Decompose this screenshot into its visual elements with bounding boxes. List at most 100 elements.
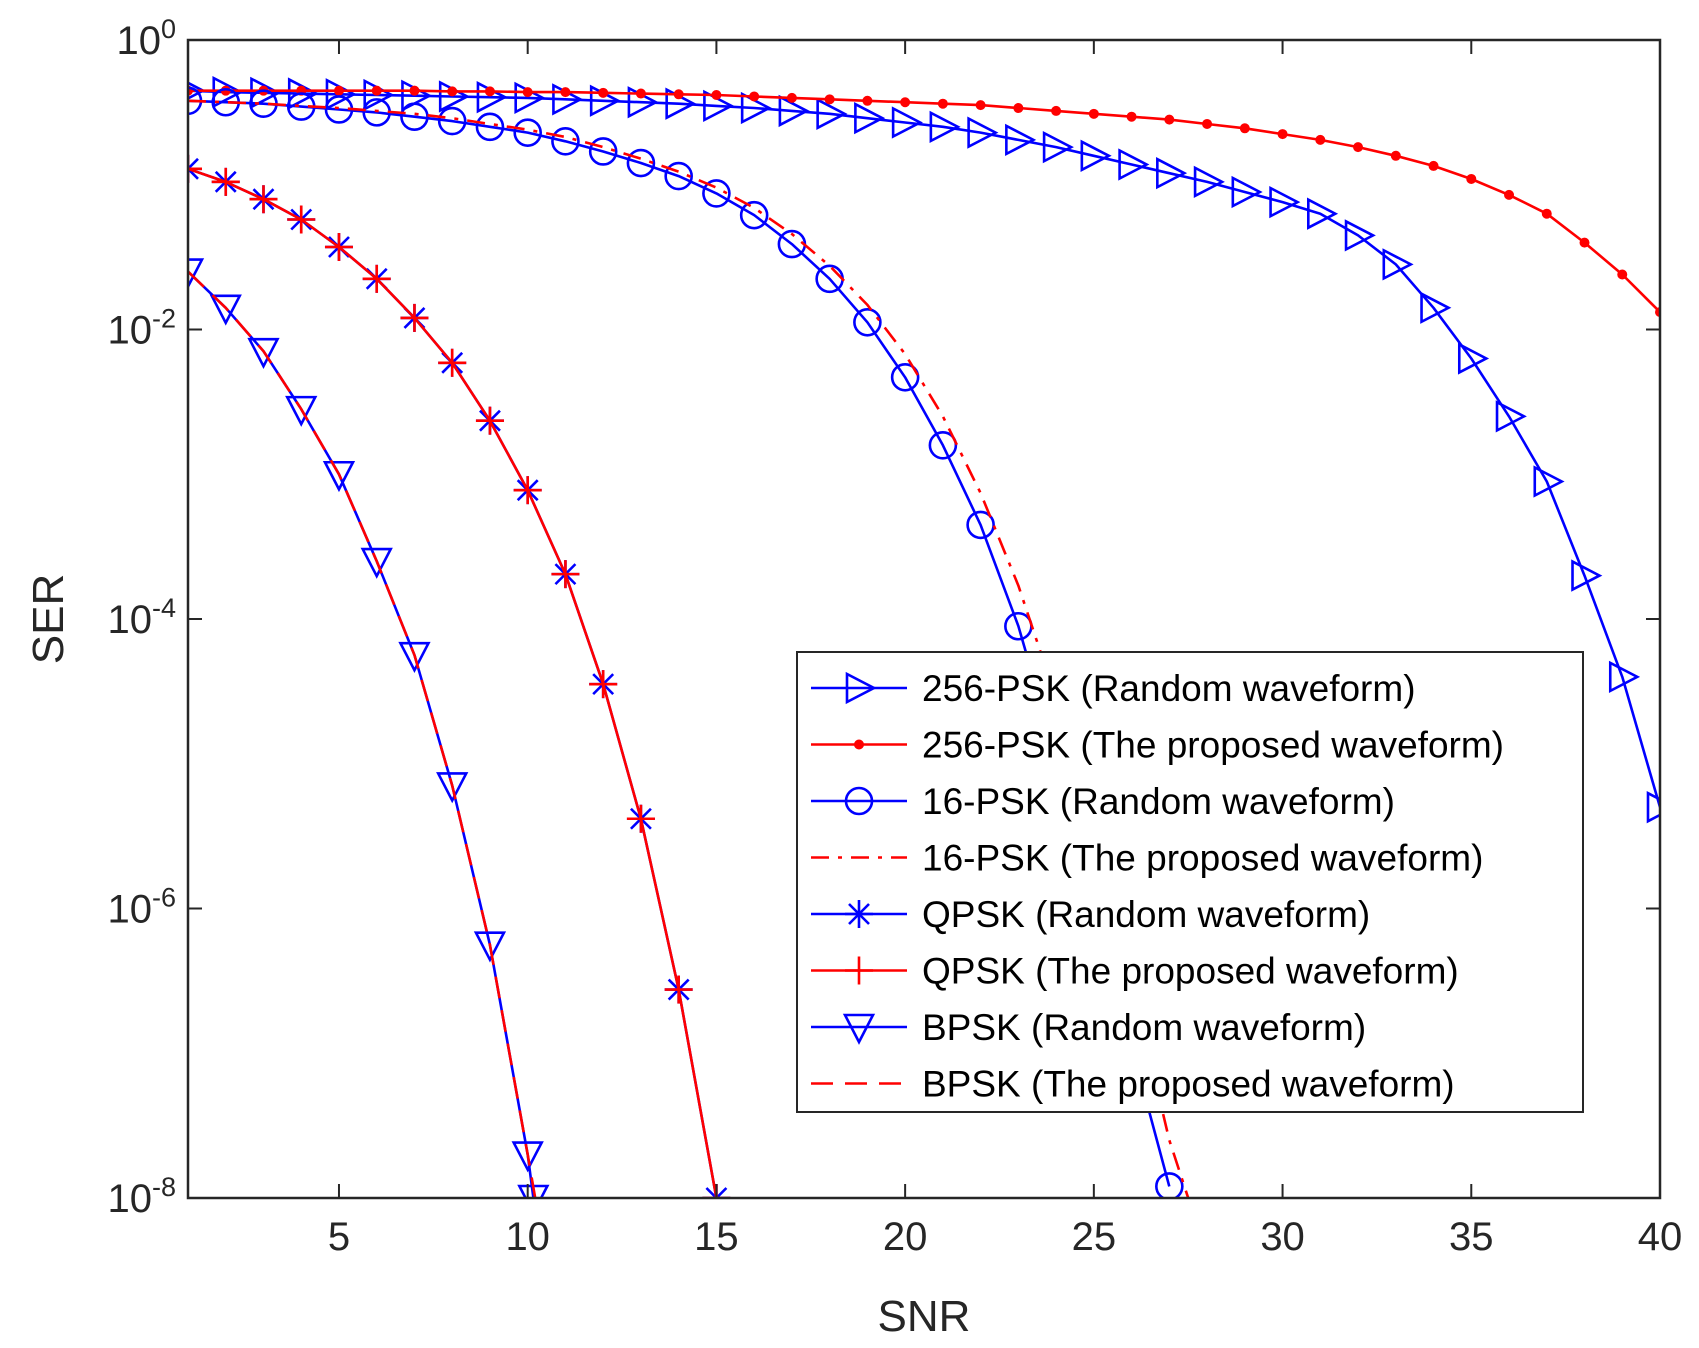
data-point (287, 205, 316, 234)
data-point (626, 804, 655, 833)
y-tick-label: 10-6 (107, 883, 176, 932)
series-layer (188, 75, 1660, 1198)
data-point (475, 112, 505, 142)
data-point (250, 76, 282, 109)
data-point (1504, 189, 1515, 200)
data-point (522, 87, 533, 98)
series-16-psk-the-proposed-waveform (188, 99, 1190, 1198)
data-point (322, 460, 356, 493)
data-point (1051, 105, 1062, 116)
data-point (371, 85, 382, 96)
y-axis-title: SER (24, 574, 73, 664)
data-point (1231, 175, 1263, 209)
data-point (333, 85, 344, 96)
data-point (188, 81, 206, 100)
data-point (551, 560, 580, 589)
data-point (1202, 118, 1213, 129)
data-point (1164, 114, 1175, 125)
data-point (362, 264, 391, 293)
data-point (513, 118, 542, 147)
data-point (324, 232, 353, 261)
data-point (711, 90, 722, 101)
data-point (400, 303, 429, 332)
data-point (1118, 148, 1150, 181)
data-point (1382, 248, 1414, 281)
data-point (513, 476, 542, 505)
data-point (409, 85, 420, 96)
data-point (511, 1141, 544, 1173)
data-point (473, 931, 507, 963)
data-point (1344, 219, 1376, 252)
data-point (854, 102, 886, 135)
legend-label: 16-PSK (Random waveform) (922, 781, 1395, 822)
data-point (1269, 185, 1301, 219)
data-point (438, 348, 467, 377)
data-point (1156, 157, 1188, 190)
series-bpsk-the-proposed-waveform (188, 270, 537, 1198)
data-point (1193, 165, 1225, 198)
data-point (635, 88, 646, 99)
data-point (749, 91, 760, 102)
data-point (249, 185, 278, 214)
data-point (560, 87, 571, 98)
data-point (1495, 400, 1527, 433)
x-tick-label: 30 (1260, 1215, 1305, 1259)
data-point (188, 258, 205, 290)
data-point (1155, 1172, 1184, 1198)
data-point (212, 75, 244, 109)
legend-item: 16-PSK (Random waveform) (811, 781, 1395, 822)
data-point (1088, 108, 1099, 119)
legend-marker (854, 739, 864, 750)
data-point (1541, 208, 1552, 219)
data-point (1307, 197, 1339, 230)
data-point (360, 547, 393, 579)
data-point (824, 94, 835, 105)
data-point (1353, 142, 1364, 153)
data-point (786, 92, 797, 103)
data-point (1080, 139, 1112, 172)
data-point (447, 86, 458, 97)
data-point (975, 100, 986, 111)
legend-marker (842, 1013, 876, 1045)
data-point (400, 102, 429, 132)
data-point (778, 94, 810, 128)
legend-label: 256-PSK (Random waveform) (922, 668, 1416, 709)
data-point (484, 86, 495, 97)
y-tick-label: 10-2 (107, 304, 176, 353)
data-point (589, 670, 618, 699)
data-point (853, 307, 882, 337)
legend-item: QPSK (Random waveform) (811, 894, 1370, 935)
data-point (664, 161, 693, 191)
legend: 256-PSK (Random waveform) 256-PSK (The pr… (796, 651, 1584, 1113)
series-line (188, 89, 1660, 808)
x-tick-label: 25 (1072, 1215, 1117, 1259)
data-point (739, 200, 769, 230)
data-point (1239, 123, 1250, 134)
y-tick-label: 10-8 (107, 1172, 176, 1221)
data-point (1579, 237, 1590, 248)
x-tick-label: 5 (328, 1215, 350, 1259)
series-line (188, 89, 1660, 314)
data-point (967, 116, 999, 149)
data-point (664, 975, 693, 1004)
data-point (398, 641, 431, 674)
data-point (1646, 791, 1660, 824)
data-point (436, 772, 469, 804)
x-tick-label: 20 (883, 1215, 928, 1259)
data-point (890, 362, 920, 392)
data-point (900, 97, 911, 108)
legend-item: BPSK (Random waveform) (811, 1007, 1366, 1048)
data-point (1428, 160, 1439, 171)
legend-item: 16-PSK (The proposed waveform) (811, 838, 1483, 879)
series-line (188, 270, 537, 1198)
data-point (188, 154, 202, 183)
legend-marker (845, 900, 873, 928)
legend-item: 256-PSK (Random waveform) (811, 668, 1416, 709)
data-point (891, 106, 923, 139)
data-point (929, 110, 961, 143)
data-point (1390, 150, 1401, 161)
series-line (188, 99, 1190, 1198)
data-point (285, 395, 318, 427)
legend-marker (845, 671, 877, 705)
